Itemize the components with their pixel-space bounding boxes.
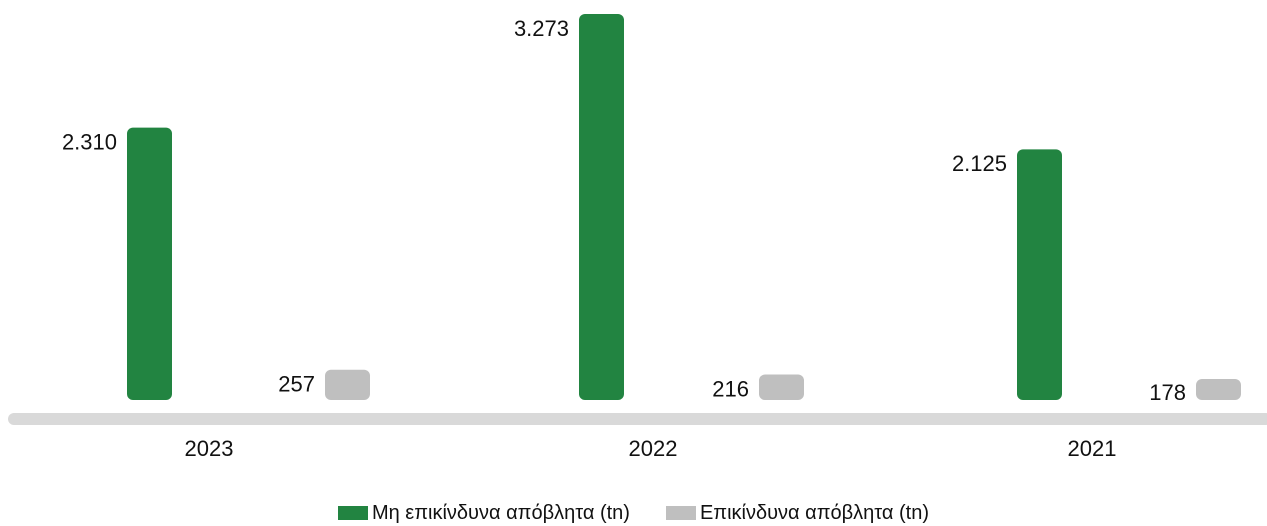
legend: Μη επικίνδυνα απόβλητα (tn) Επικίνδυνα α… (0, 500, 1267, 526)
category-labels-group: 2023 2022 2021 (185, 436, 1117, 461)
legend-swatch-hazardous (665, 506, 696, 520)
value-label-non-hazardous-2022: 3.273 (514, 16, 569, 41)
value-label-hazardous-2023: 257 (278, 372, 315, 397)
bar-hazardous-2023 (325, 369, 370, 400)
value-label-non-hazardous-2023: 2.310 (62, 129, 117, 154)
legend-item-hazardous: Επικίνδυνα απόβλητα (tn) (665, 501, 930, 525)
category-label-2022: 2022 (629, 436, 678, 461)
legend-label-hazardous: Επικίνδυνα απόβλητα (tn) (699, 501, 930, 524)
legend-label-non-hazardous: Μη επικίνδυνα απόβλητα (tn) (371, 501, 630, 524)
bar-non-hazardous-2021 (1017, 149, 1062, 400)
value-label-hazardous-2022: 216 (712, 376, 749, 401)
bar-non-hazardous-2022 (579, 14, 624, 400)
value-label-non-hazardous-2021: 2.125 (952, 151, 1007, 176)
x-axis-baseline (8, 413, 1267, 425)
value-labels-group: 2.310 3.273 2.125 257 216 178 (62, 16, 1186, 405)
legend-swatch-non-hazardous (337, 506, 368, 520)
value-label-hazardous-2021: 178 (1149, 380, 1186, 405)
bar-hazardous-2021 (1196, 379, 1241, 400)
bar-hazardous-2022 (759, 374, 804, 400)
bar-non-hazardous-2023 (127, 127, 172, 400)
legend-item-non-hazardous: Μη επικίνδυνα απόβλητα (tn) (337, 501, 630, 525)
category-label-2023: 2023 (185, 436, 234, 461)
category-label-2021: 2021 (1068, 436, 1117, 461)
bars-group (127, 14, 1241, 400)
